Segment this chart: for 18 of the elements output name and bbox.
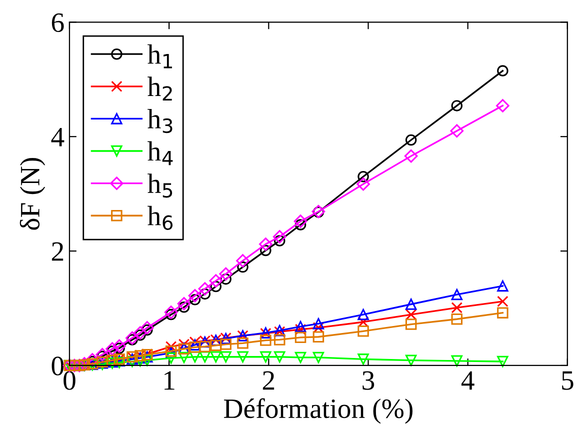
y-tick-label: 2 xyxy=(52,242,64,261)
legend-label: h$_{2}$ xyxy=(148,76,172,101)
y-axis-title: δF (N) xyxy=(20,158,46,230)
x-tick-label: 1 xyxy=(164,371,174,390)
y-tick-label: 0 xyxy=(52,356,64,376)
legend-label: h$_{6}$ xyxy=(148,206,173,230)
y-tick-label: 6 xyxy=(52,13,64,32)
x-tick-label: 3 xyxy=(362,371,374,390)
legend-label: h$_{5}$ xyxy=(148,174,172,198)
x-tick-label: 0 xyxy=(64,371,76,390)
x-tick-label: 4 xyxy=(461,371,474,390)
legend-label: h$_{1}$ xyxy=(148,44,172,68)
legend-label: h$_{4}$ xyxy=(148,141,173,166)
legend-label: h$_{3}$ xyxy=(148,108,172,134)
x-tick-label: 5 xyxy=(562,371,574,390)
x-tick-label: 2 xyxy=(262,371,274,390)
y-tick-label: 4 xyxy=(51,128,64,146)
x-axis-title: Déformation (%) xyxy=(224,398,412,424)
